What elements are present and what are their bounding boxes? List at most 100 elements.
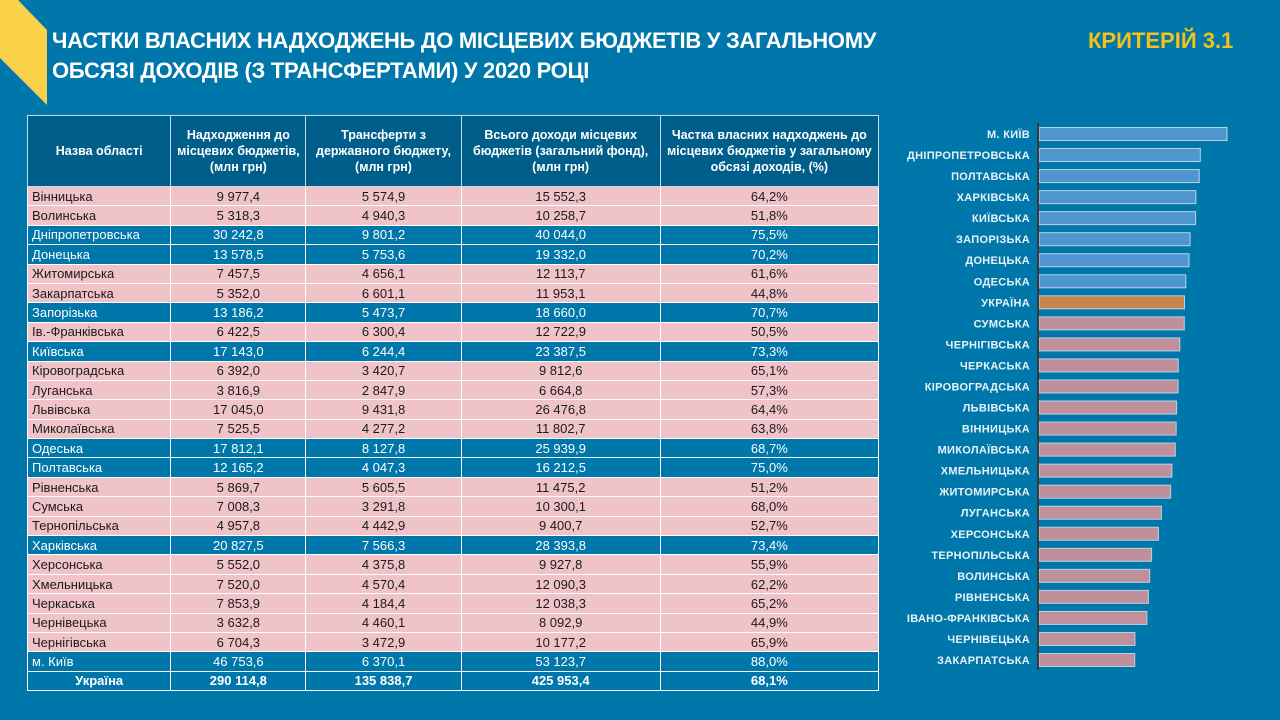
chart-category-label: ЛЬВІВСЬКА bbox=[963, 403, 1030, 415]
region-name-cell: Донецька bbox=[26, 244, 172, 265]
column-header: Назва області bbox=[26, 115, 172, 187]
value-cell: 26 476,8 bbox=[460, 399, 661, 420]
region-name-cell: Кіровоградська bbox=[26, 360, 172, 381]
value-cell: 12 165,2 bbox=[170, 457, 307, 478]
value-cell: 44,9% bbox=[659, 612, 880, 633]
chart-category-label: МИКОЛАЇВСЬКА bbox=[938, 444, 1030, 457]
page-title: ЧАСТКИ ВЛАСНИХ НАДХОДЖЕНЬ ДО МІСЦЕВИХ БЮ… bbox=[52, 26, 1012, 86]
value-cell: 7 853,9 bbox=[170, 593, 307, 614]
value-cell: 5 552,0 bbox=[170, 554, 307, 575]
budget-table: Назва області Надходження до місцевих бюд… bbox=[26, 115, 880, 692]
table-row: Закарпатська 5 352,0 6 601,1 11 953,1 44,8% bbox=[26, 282, 880, 304]
value-cell: 44,8% bbox=[659, 282, 880, 304]
region-name-cell: Хмельницька bbox=[26, 573, 172, 595]
chart-bar bbox=[1038, 211, 1197, 226]
table-total-row: Україна 290 114,8 135 838,7 425 953,4 68,1% bbox=[26, 670, 880, 692]
value-cell: 20 827,5 bbox=[170, 535, 307, 556]
table-row: Сумська 7 008,3 3 291,8 10 300,1 68,0% bbox=[26, 496, 880, 517]
value-cell: 50,5% bbox=[659, 321, 880, 343]
region-name-cell: Закарпатська bbox=[26, 282, 172, 304]
chart-category-label: ЗАКАРПАТСЬКА bbox=[937, 655, 1030, 667]
value-cell: 5 605,5 bbox=[305, 476, 462, 498]
column-header: Надходження до місцевих бюджетів, (млн г… bbox=[170, 115, 307, 187]
region-name-cell: Запорізька bbox=[26, 302, 172, 323]
chart-category-label: ХЕРСОНСЬКА bbox=[951, 529, 1030, 541]
region-name-cell: Сумська bbox=[26, 496, 172, 517]
value-cell: 5 574,9 bbox=[305, 185, 462, 207]
chart-bar bbox=[1038, 127, 1228, 141]
value-cell: 57,3% bbox=[659, 379, 880, 401]
value-cell: 55,9% bbox=[659, 554, 880, 575]
region-name-cell: Черкаська bbox=[26, 593, 172, 614]
region-name-cell: Львівська bbox=[26, 399, 172, 420]
value-cell: 5 473,7 bbox=[305, 302, 462, 323]
chart-category-label: КІРОВОГРАДСЬКА bbox=[925, 381, 1030, 393]
value-cell: 2 847,9 bbox=[305, 379, 462, 401]
value-cell: 75,5% bbox=[659, 224, 880, 246]
value-cell: 9 977,4 bbox=[170, 185, 307, 207]
table-row: Житомирська 7 457,5 4 656,1 12 113,7 61,6% bbox=[26, 263, 880, 284]
value-cell: 23 387,5 bbox=[460, 341, 661, 362]
value-cell: 7 566,3 bbox=[305, 535, 462, 556]
value-cell: 10 300,1 bbox=[460, 496, 661, 517]
value-cell: 13 186,2 bbox=[170, 302, 307, 323]
region-name-cell: Рівненська bbox=[26, 476, 172, 498]
value-cell: 9 801,2 bbox=[305, 224, 462, 246]
value-cell: 28 393,8 bbox=[460, 535, 661, 556]
value-cell: 5 318,3 bbox=[170, 205, 307, 226]
value-cell: 6 370,1 bbox=[305, 651, 462, 672]
value-cell: 4 940,3 bbox=[305, 205, 462, 226]
value-cell: 10 258,7 bbox=[460, 205, 661, 226]
chart-category-label: ОДЕСЬКА bbox=[974, 276, 1030, 288]
chart-category-label: СУМСЬКА bbox=[974, 318, 1030, 330]
chart-bar bbox=[1038, 484, 1172, 499]
page-title-line-1: ЧАСТКИ ВЛАСНИХ НАДХОДЖЕНЬ ДО МІСЦЕВИХ БЮ… bbox=[52, 28, 877, 53]
table-row: Харківська 20 827,5 7 566,3 28 393,8 73,4% bbox=[26, 535, 880, 556]
value-cell: 11 475,2 bbox=[460, 476, 661, 498]
table-header-row: Назва області Надходження до місцевих бюд… bbox=[26, 115, 880, 187]
total-value-cell: 135 838,7 bbox=[305, 670, 462, 692]
value-cell: 12 038,3 bbox=[460, 593, 661, 614]
column-header: Частка власних надходжень до місцевих бю… bbox=[659, 115, 880, 187]
value-cell: 9 431,8 bbox=[305, 399, 462, 420]
value-cell: 6 704,3 bbox=[170, 631, 307, 653]
value-cell: 68,0% bbox=[659, 496, 880, 517]
chart-bar bbox=[1038, 253, 1190, 268]
value-cell: 5 352,0 bbox=[170, 282, 307, 304]
value-cell: 12 090,3 bbox=[460, 573, 661, 595]
chart-bar bbox=[1038, 463, 1173, 478]
total-label-cell: Україна bbox=[26, 670, 172, 692]
value-cell: 8 127,8 bbox=[305, 438, 462, 459]
decorative-corner-shape bbox=[0, 0, 47, 105]
value-cell: 70,2% bbox=[659, 244, 880, 265]
value-cell: 4 277,2 bbox=[305, 418, 462, 440]
value-cell: 61,6% bbox=[659, 263, 880, 284]
value-cell: 73,3% bbox=[659, 341, 880, 362]
value-cell: 65,2% bbox=[659, 593, 880, 614]
chart-category-label: ХМЕЛЬНИЦЬКА bbox=[941, 466, 1030, 478]
region-name-cell: Миколаївська bbox=[26, 418, 172, 440]
value-cell: 4 047,3 bbox=[305, 457, 462, 478]
chart-category-label: ЛУГАНСЬКА bbox=[961, 508, 1030, 520]
value-cell: 6 601,1 bbox=[305, 282, 462, 304]
chart-bar bbox=[1038, 610, 1148, 625]
value-cell: 12 722,9 bbox=[460, 321, 661, 343]
value-cell: 4 460,1 bbox=[305, 612, 462, 633]
region-name-cell: Тернопільська bbox=[26, 515, 172, 537]
value-cell: 9 400,7 bbox=[460, 515, 661, 537]
value-cell: 63,8% bbox=[659, 418, 880, 440]
value-cell: 46 753,6 bbox=[170, 651, 307, 672]
region-name-cell: Харківська bbox=[26, 535, 172, 556]
chart-bar bbox=[1038, 169, 1200, 184]
value-cell: 88,0% bbox=[659, 651, 880, 672]
chart-bar bbox=[1038, 442, 1176, 457]
chart-bar bbox=[1038, 337, 1181, 352]
value-cell: 9 927,8 bbox=[460, 554, 661, 575]
value-cell: 25 939,9 bbox=[460, 438, 661, 459]
value-cell: 3 472,9 bbox=[305, 631, 462, 653]
table-row: Луганська 3 816,9 2 847,9 6 664,8 57,3% bbox=[26, 379, 880, 401]
region-name-cell: Чернівецька bbox=[26, 612, 172, 633]
region-name-cell: Херсонська bbox=[26, 554, 172, 575]
value-cell: 4 375,8 bbox=[305, 554, 462, 575]
value-cell: 8 092,9 bbox=[460, 612, 661, 633]
